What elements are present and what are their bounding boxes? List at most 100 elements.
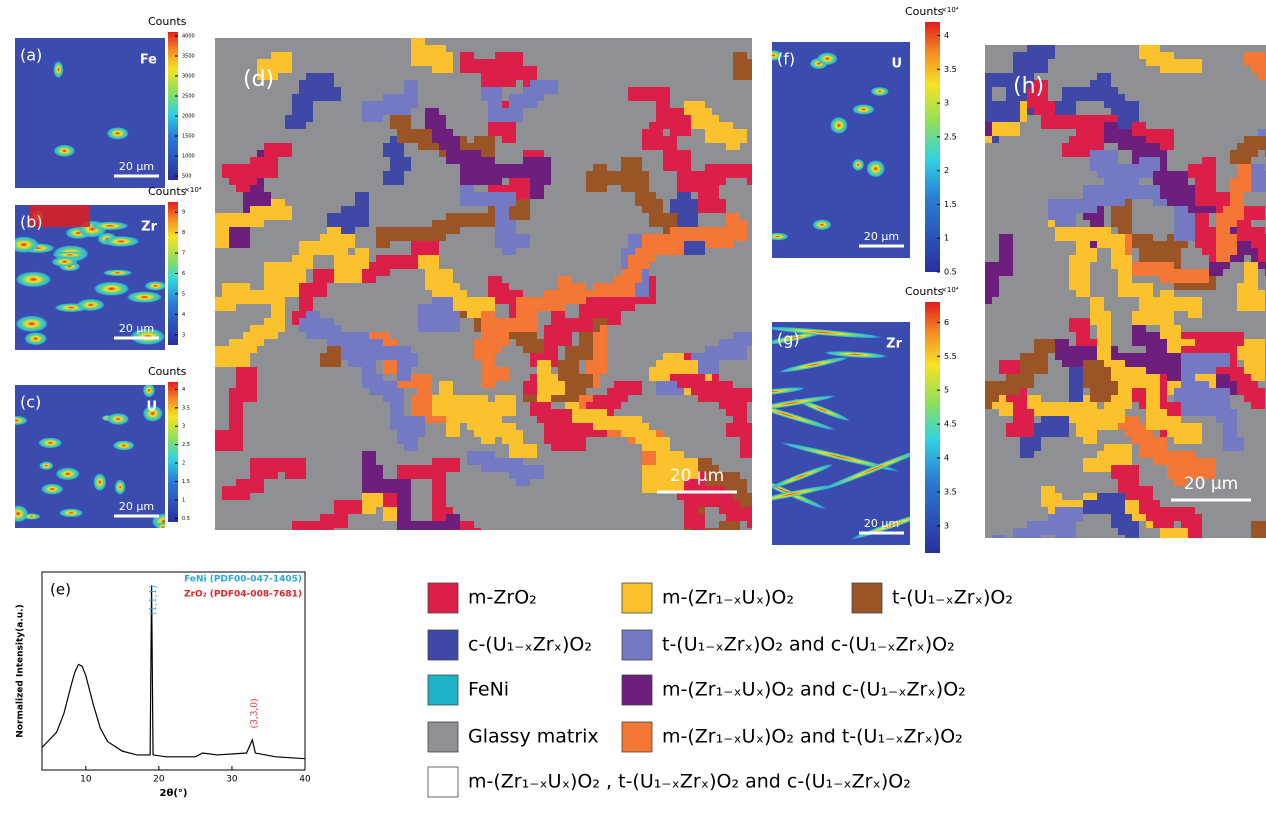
phase-pixel xyxy=(1125,556,1139,570)
colorbar-multiplier: ×10⁴ xyxy=(941,286,959,294)
element-label: Fe xyxy=(140,53,157,68)
hotspot xyxy=(812,219,832,231)
phase-pixel xyxy=(502,129,516,143)
element-label: Zr xyxy=(141,220,157,235)
phase-pixel xyxy=(684,528,698,530)
phase-pixel xyxy=(1188,549,1202,563)
phase-pixel xyxy=(1027,542,1041,556)
phase-pixel xyxy=(1181,591,1195,605)
map-image xyxy=(950,45,1266,605)
colorbar xyxy=(168,32,178,180)
scale-bar-label: 20 μm xyxy=(670,466,724,486)
legend-swatch xyxy=(621,674,653,706)
colorbar-tick-label: 4.5 xyxy=(944,420,957,429)
colorbar-tick-label: 5 xyxy=(182,291,185,297)
phase-pixel xyxy=(446,528,460,530)
phase-pixel xyxy=(383,493,397,507)
phase-pixel xyxy=(1048,542,1062,556)
phase-pixel xyxy=(691,528,705,530)
phase-pixel xyxy=(754,563,768,577)
colorbar-tick-label: 5 xyxy=(944,386,949,395)
hotspot xyxy=(76,298,105,312)
phase-pixel xyxy=(292,528,306,530)
hotspot xyxy=(30,205,90,227)
phase-pixel xyxy=(992,535,1006,538)
phase-pixel xyxy=(621,283,635,297)
phase-pixel xyxy=(425,528,439,530)
phase-pixel xyxy=(957,437,971,451)
phase-pixel xyxy=(481,143,495,157)
phase-pixel xyxy=(1181,367,1195,381)
x-tick-label: 20 xyxy=(153,775,165,785)
phase-pixel xyxy=(754,164,768,178)
phase-pixel xyxy=(964,129,978,143)
phase-pixel xyxy=(572,423,586,437)
phase-pixel xyxy=(383,171,397,185)
phase-pixel xyxy=(222,486,236,500)
scale-bar-label: 20 μm xyxy=(1184,474,1238,494)
phase-pixel xyxy=(1188,591,1202,605)
phase-pixel xyxy=(1258,528,1266,538)
phase-pixel xyxy=(236,353,250,367)
phase-pixel xyxy=(446,423,460,437)
phase-pixel xyxy=(950,157,964,171)
hotspot xyxy=(15,315,48,333)
x-axis-label: 2θ(°) xyxy=(160,788,188,799)
hotspot xyxy=(41,483,64,495)
map-panel: Counts 4000 3500 3000 2500 2000 1500 1000 500 (a)… xyxy=(15,15,195,188)
phase-pixel xyxy=(957,136,971,150)
phase-pixel xyxy=(971,129,985,143)
phase-pixel xyxy=(705,528,719,530)
hotspot xyxy=(15,505,29,523)
legend-label: c-(U₁₋ₓZrₓ)O₂ xyxy=(468,634,592,656)
legend-label: m-(Zr₁₋ₓUₓ)O₂ xyxy=(662,587,794,609)
phase-pixel xyxy=(698,542,712,556)
colorbar-tick-label: 4 xyxy=(182,312,185,318)
phase-pixel xyxy=(992,556,1006,570)
phase-pixel xyxy=(194,437,208,451)
reference-label: ZrO₂ (PDF04-008-7681) xyxy=(184,590,302,600)
phase-pixel xyxy=(992,563,1006,577)
phase-pixel xyxy=(460,528,474,530)
phase-pixel xyxy=(1055,542,1069,556)
colorbar-tick-label: 4000 xyxy=(182,34,195,40)
peak-label: (1,1,1) xyxy=(148,585,159,615)
phase-pixel xyxy=(733,556,747,570)
hotspot xyxy=(90,221,129,231)
colorbar-tick-label: 6 xyxy=(182,271,185,277)
element-label: Zr xyxy=(886,337,902,352)
colorbar-title: Counts xyxy=(148,185,187,198)
phase-pixel xyxy=(292,556,306,570)
hotspot xyxy=(819,446,910,491)
map-panel: Counts 4 3.5 3 2.5 2 1.5 1 0.5 (c) U 20 μm xyxy=(15,365,190,528)
phase-pixel xyxy=(530,185,544,199)
phase-pixel xyxy=(670,122,684,136)
phase-pixel xyxy=(537,388,551,402)
phase-pixel xyxy=(1132,577,1146,591)
phase-pixel xyxy=(964,80,978,94)
phase-pixel xyxy=(1118,556,1132,570)
legend-label: m-(Zr₁₋ₓUₓ)O₂ and c-(U₁₋ₓZrₓ)O₂ xyxy=(662,679,966,701)
phase-pixel xyxy=(985,122,992,136)
phase-pixel xyxy=(355,248,369,262)
colorbar-title: Counts xyxy=(905,285,944,298)
hotspot xyxy=(144,281,165,291)
phase-pixel xyxy=(971,101,985,115)
map-background xyxy=(15,385,165,528)
phase-pixel xyxy=(1188,304,1202,318)
phase-pixel xyxy=(985,563,999,577)
hotspot xyxy=(772,49,783,61)
hotspot xyxy=(772,395,837,412)
legend-swatch xyxy=(427,582,459,614)
hotspot xyxy=(816,52,838,66)
map-image xyxy=(15,38,165,188)
phase-pixel xyxy=(1125,549,1139,563)
phase-pixel xyxy=(950,87,964,101)
phase-pixel xyxy=(971,87,985,101)
colorbar-tick-label: 3 xyxy=(182,332,185,338)
phase-pixel xyxy=(201,220,215,234)
phase-pixel xyxy=(292,528,306,530)
phase-pixel xyxy=(971,395,985,409)
phase-pixel xyxy=(957,94,971,108)
